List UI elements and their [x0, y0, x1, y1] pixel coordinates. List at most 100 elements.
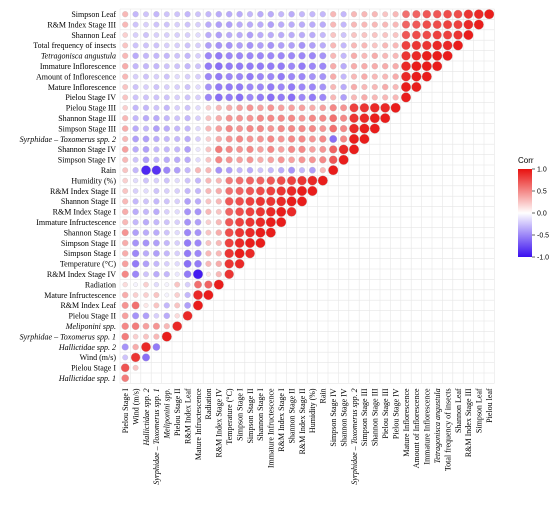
corr-cell: [121, 374, 129, 383]
corr-cell: [361, 94, 368, 101]
corr-cell: [184, 208, 192, 216]
corr-cell: [163, 73, 170, 80]
column-label: Simpson Stage II: [246, 388, 255, 443]
corr-cell: [401, 30, 411, 40]
row-label: Mature Inflorescence: [48, 83, 117, 92]
corr-cell: [215, 187, 222, 195]
corr-cell: [298, 135, 306, 143]
corr-cell: [400, 82, 411, 93]
corr-cell: [338, 154, 349, 165]
corr-cell: [121, 239, 129, 247]
corr-cell: [213, 279, 224, 290]
corr-cell: [205, 136, 212, 142]
corr-cell: [402, 10, 410, 19]
corr-cell: [163, 323, 170, 330]
corr-cell: [131, 322, 140, 331]
corr-cell: [330, 83, 337, 91]
corr-cell: [422, 40, 432, 51]
corr-cell: [246, 156, 254, 164]
corr-cell: [453, 9, 463, 19]
corr-cell: [121, 125, 129, 132]
corr-cell: [236, 10, 243, 18]
corr-cell: [215, 21, 223, 28]
corr-cell: [195, 136, 201, 142]
corr-cell: [153, 21, 160, 28]
corr-cell: [225, 166, 233, 174]
corr-cell: [184, 167, 191, 174]
corr-cell: [298, 124, 306, 133]
corr-cell: [195, 146, 201, 152]
corr-cell: [122, 177, 128, 184]
corr-cell: [153, 114, 160, 122]
corr-cell: [153, 135, 160, 143]
corr-cell: [235, 207, 245, 217]
corr-cell: [192, 269, 203, 280]
legend-tick-label: 0.0: [537, 211, 547, 218]
corr-cell: [278, 11, 285, 18]
corr-cell: [236, 145, 244, 153]
corr-cell: [225, 21, 233, 28]
corr-cell: [174, 209, 180, 215]
legend-color-bar: [518, 169, 532, 257]
corr-cell: [277, 93, 286, 102]
corr-cell: [132, 135, 139, 143]
corr-cell: [184, 32, 191, 38]
column-label: Rain: [319, 388, 328, 403]
column-label: Meliponini spp.: [163, 388, 172, 439]
corr-cell: [174, 125, 181, 132]
corr-cell: [422, 9, 432, 19]
corr-cell: [319, 42, 326, 49]
corr-cell: [174, 188, 180, 194]
corr-cell: [153, 250, 160, 257]
corr-cell: [382, 62, 389, 70]
corr-cell: [224, 228, 234, 238]
corr-cell: [287, 135, 296, 143]
corr-cell: [121, 301, 129, 309]
corr-cell: [382, 42, 389, 49]
corr-cell: [142, 239, 150, 247]
corr-cell: [161, 331, 172, 342]
corr-cell: [122, 354, 129, 361]
corr-cell: [432, 20, 442, 30]
corr-cell: [143, 188, 149, 194]
corr-cell: [319, 114, 327, 122]
corr-cell: [225, 156, 233, 164]
corr-cell: [164, 282, 170, 287]
corr-cell: [142, 218, 150, 226]
column-label: R&M Index Leaf: [183, 388, 192, 444]
corr-cell: [235, 186, 244, 196]
corr-cell: [142, 156, 150, 164]
corr-cell: [390, 102, 401, 113]
corr-cell: [411, 40, 422, 51]
corr-cell: [132, 208, 139, 215]
corr-cell: [421, 50, 432, 61]
corr-cell: [298, 93, 306, 102]
corr-cell: [359, 133, 370, 144]
corr-cell: [256, 135, 264, 143]
corr-cell: [173, 166, 181, 174]
column-label: Syrphidae – Toxomerus spp. 1: [152, 388, 161, 484]
corr-cell: [277, 52, 285, 60]
corr-cell: [287, 114, 296, 122]
corr-cell: [142, 114, 150, 122]
corr-cell: [153, 229, 160, 236]
corr-cell: [236, 104, 243, 112]
corr-cell: [256, 93, 265, 102]
corr-cell: [245, 227, 255, 238]
corr-cell: [204, 72, 213, 81]
corr-cell: [143, 292, 149, 298]
corr-cell: [184, 187, 191, 195]
corr-cell: [267, 52, 275, 60]
corr-cell: [132, 11, 139, 18]
corr-cell: [319, 104, 327, 112]
column-label: R&M Index Stage I: [277, 388, 286, 452]
corr-cell: [122, 11, 129, 18]
corr-cell: [452, 40, 463, 51]
corr-cell: [163, 115, 170, 122]
corr-cell: [319, 83, 327, 91]
corr-cell: [235, 83, 244, 91]
row-label: Wind (m/s): [80, 353, 117, 362]
column-label: Simpson Stage IV: [329, 388, 338, 446]
corr-cell: [371, 73, 378, 80]
corr-cell: [205, 250, 212, 257]
